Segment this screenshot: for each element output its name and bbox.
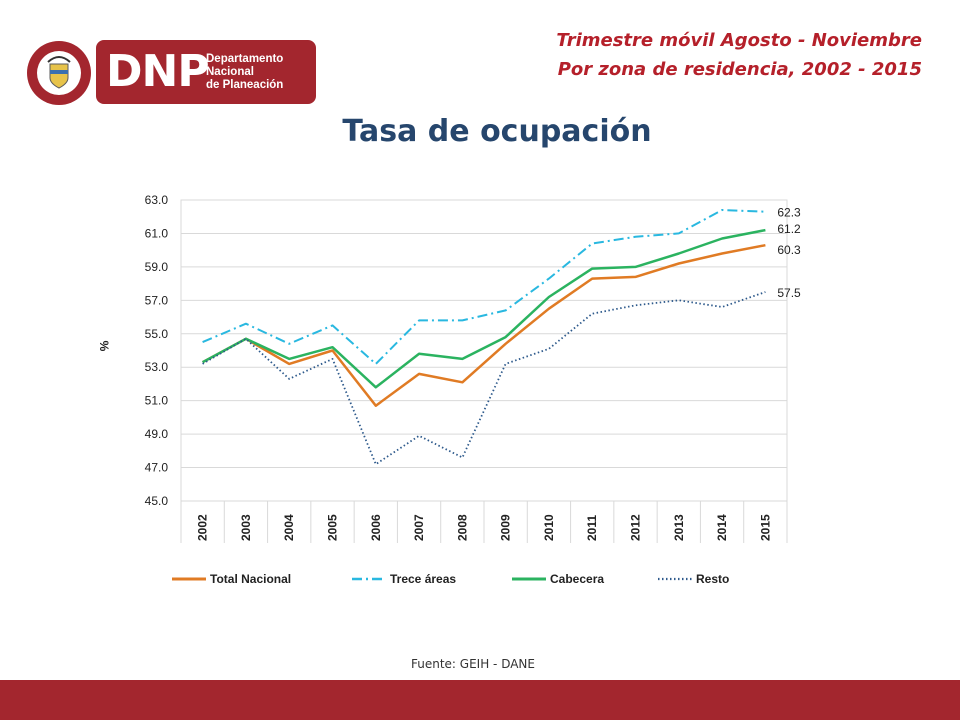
y-tick-label: 55.0 — [145, 327, 169, 341]
x-tick-label: 2005 — [326, 514, 340, 541]
series-line-cabecera — [202, 228, 766, 389]
dnp-brand-box: DNP Departamento Nacional de Planeación — [96, 40, 316, 104]
x-tick-label: 2002 — [196, 514, 210, 541]
series-line-resto — [202, 291, 766, 466]
end-value-label-cabecera: 61.2 — [777, 222, 801, 236]
y-tick-label: 53.0 — [145, 360, 169, 374]
y-tick-label: 49.0 — [145, 427, 169, 441]
x-tick-label: 2003 — [239, 514, 253, 541]
dnp-logo-subtext: Departamento Nacional de Planeación — [206, 53, 283, 92]
dnp-logo: DNP Departamento Nacional de Planeación — [26, 38, 316, 106]
x-tick-label: 2011 — [585, 515, 599, 541]
end-value-label-resto: 57.5 — [777, 286, 801, 300]
legend-label-resto: Resto — [696, 572, 729, 586]
y-tick-label: 57.0 — [145, 293, 169, 307]
dnp-sub-line-1: Departamento — [206, 53, 284, 65]
x-tick-label: 2010 — [542, 514, 556, 541]
dnp-sub-line-3: de Planeación — [206, 79, 284, 91]
x-tick-label: 2008 — [455, 514, 469, 541]
dnp-sub-line-2: Nacional — [206, 66, 254, 78]
y-tick-label: 59.0 — [145, 260, 169, 274]
source-note: Fuente: GEIH - DANE — [411, 657, 535, 671]
end-value-label-total_nacional: 60.3 — [777, 243, 801, 257]
y-tick-label: 45.0 — [145, 494, 169, 508]
y-tick-label: 61.0 — [145, 226, 169, 240]
x-tick-label: 2015 — [758, 514, 772, 541]
series-line-trece_areas — [202, 209, 766, 365]
y-axis-label: % — [97, 341, 111, 352]
subtitle-line-1: Trimestre móvil Agosto - Noviembre — [556, 30, 922, 51]
x-tick-label: 2014 — [715, 514, 729, 541]
x-tick-label: 2009 — [499, 514, 513, 541]
x-tick-label: 2013 — [672, 514, 686, 541]
y-tick-label: 51.0 — [145, 394, 169, 408]
footer-bar — [0, 680, 960, 720]
y-tick-label: 47.0 — [145, 461, 169, 475]
y-tick-label: 63.0 — [145, 193, 169, 207]
end-value-label-trece_areas: 62.3 — [777, 206, 801, 220]
legend-label-total_nacional: Total Nacional — [210, 572, 291, 586]
page-subtitle: Trimestre móvil Agosto - Noviembre Por z… — [556, 26, 922, 84]
x-tick-label: 2012 — [629, 514, 643, 541]
x-tick-label: 2007 — [412, 514, 426, 541]
x-tick-label: 2006 — [369, 514, 383, 541]
legend-label-cabecera: Cabecera — [550, 572, 604, 586]
x-tick-label: 2004 — [282, 514, 296, 541]
legend-label-trece_areas: Trece áreas — [390, 572, 456, 586]
subtitle-line-2: Por zona de residencia, 2002 - 2015 — [557, 59, 922, 80]
series-line-total_nacional — [202, 243, 766, 407]
colombia-seal-icon — [27, 41, 91, 105]
chart-title: Tasa de ocupación — [342, 114, 652, 149]
dnp-logo-text: DNP — [106, 46, 210, 97]
